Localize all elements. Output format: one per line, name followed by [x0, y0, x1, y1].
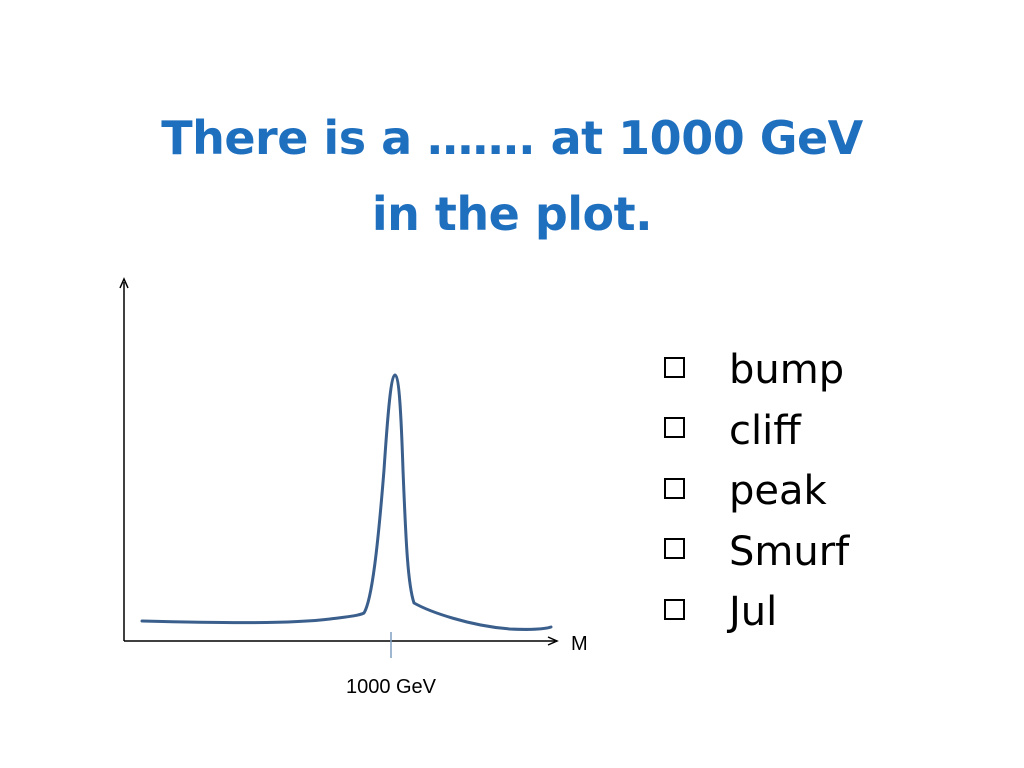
option-label: peak	[729, 468, 827, 515]
answer-options: bump cliff peak Smurf Jul	[664, 340, 849, 643]
option-peak[interactable]: peak	[664, 461, 849, 522]
checkbox-icon[interactable]	[664, 538, 691, 566]
x-axis-label: M	[571, 633, 588, 655]
checkbox-icon[interactable]	[664, 598, 691, 626]
checkbox-icon[interactable]	[664, 356, 691, 384]
title-line-1: There is a ……. at 1000 GeV	[161, 111, 863, 165]
option-smurf[interactable]: Smurf	[664, 522, 849, 583]
title-line-2: in the plot.	[371, 187, 653, 241]
option-cliff[interactable]: cliff	[664, 401, 849, 462]
option-label: cliff	[729, 407, 801, 454]
checkbox-icon[interactable]	[664, 417, 691, 445]
mass-spectrum-curve	[140, 373, 553, 631]
option-label: Jul	[729, 589, 778, 636]
option-label: Smurf	[729, 528, 850, 575]
checkbox-icon[interactable]	[664, 477, 691, 505]
slide-title: There is a ……. at 1000 GeV in the plot.	[112, 100, 912, 252]
x-axis-arrow-icon	[547, 636, 559, 646]
x-tick-label: 1000 GeV	[346, 676, 437, 698]
option-bump[interactable]: bump	[664, 340, 849, 401]
option-jul[interactable]: Jul	[664, 582, 849, 643]
y-axis-arrow-icon	[119, 277, 129, 289]
option-label: bump	[729, 347, 845, 394]
